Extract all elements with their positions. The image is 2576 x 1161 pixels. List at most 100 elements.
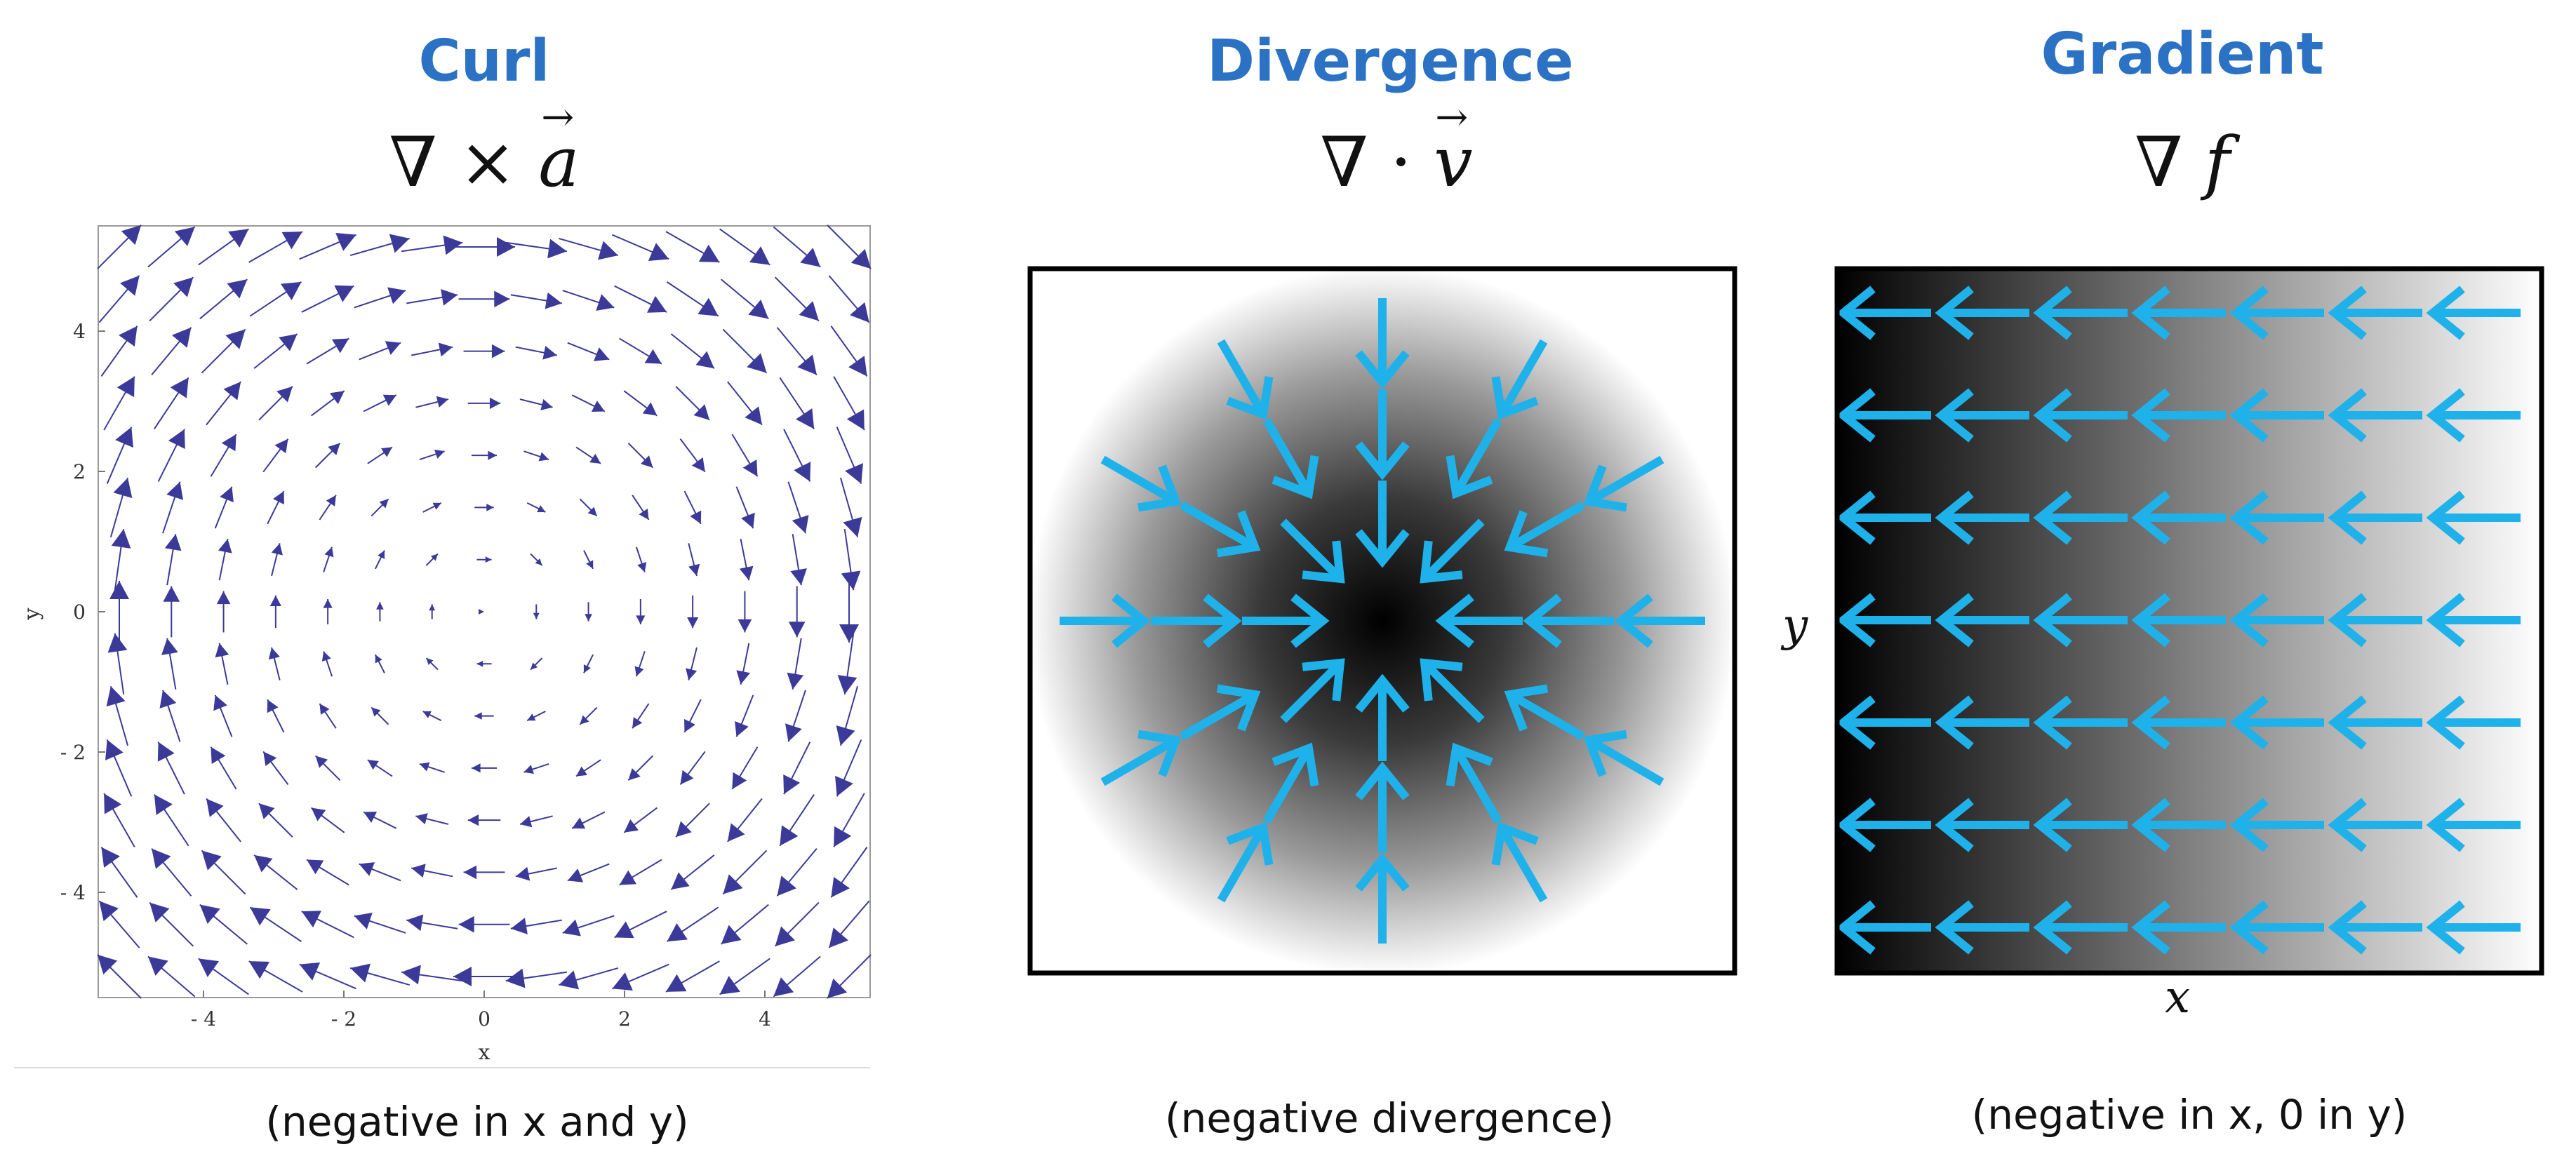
curl-arrow bbox=[419, 449, 445, 461]
divergence-arrow bbox=[1100, 730, 1182, 786]
divergence-frame bbox=[1027, 266, 1737, 976]
gradient-title: Gradient bbox=[2041, 21, 2324, 88]
curl-arrow bbox=[523, 450, 549, 462]
gradient-arrow bbox=[2328, 388, 2422, 443]
curl-arrow bbox=[731, 434, 759, 477]
gradient-arrow bbox=[1935, 798, 2029, 852]
curl-arrow bbox=[583, 550, 594, 570]
curl-arrow bbox=[722, 328, 768, 374]
curl-arrow bbox=[505, 239, 567, 259]
curl-arrow bbox=[321, 651, 333, 677]
curl-arrow bbox=[627, 755, 654, 781]
gradient-arrow bbox=[2131, 388, 2226, 443]
curl-arrow bbox=[371, 706, 389, 725]
curl-arrow bbox=[827, 954, 872, 999]
gradient-arrow bbox=[2328, 490, 2422, 545]
curl-arrow bbox=[619, 337, 662, 365]
curl-arrow bbox=[267, 699, 285, 733]
curl-arrow bbox=[419, 762, 445, 773]
curl-arrow bbox=[787, 638, 804, 690]
curl-arrow bbox=[262, 751, 289, 786]
curl-arrow bbox=[471, 450, 498, 460]
curl-arrow bbox=[579, 706, 598, 725]
curl-arrow bbox=[103, 793, 135, 847]
curl-arrow bbox=[632, 495, 650, 521]
curl-arrow bbox=[833, 793, 865, 847]
gradient-arrow bbox=[1935, 900, 2029, 955]
curl-arrow bbox=[828, 900, 870, 948]
curl-arrow bbox=[785, 690, 806, 742]
curl-arrow bbox=[839, 581, 859, 643]
curl-arrow bbox=[688, 543, 700, 577]
curl-arrow bbox=[627, 442, 654, 469]
curl-arrow bbox=[665, 960, 720, 993]
curl-arrow bbox=[575, 446, 601, 464]
divergence-arrow bbox=[1491, 821, 1548, 903]
curl-arrow bbox=[632, 703, 650, 729]
curl-arrow bbox=[571, 811, 606, 829]
divergence-arrow bbox=[1280, 518, 1345, 584]
curl-arrow bbox=[210, 434, 237, 477]
curl-arrow bbox=[253, 333, 298, 369]
curl-arrow bbox=[835, 739, 862, 797]
divergence-arrow bbox=[1280, 658, 1345, 723]
curl-arrow bbox=[453, 967, 515, 986]
divergence-arrow bbox=[1355, 761, 1410, 852]
curl-arrow bbox=[258, 803, 293, 838]
gradient-arrow bbox=[2033, 490, 2128, 545]
curl-arrow bbox=[727, 798, 763, 843]
divergence-caption: (negative divergence) bbox=[1165, 1094, 1614, 1142]
vector-arrow-accent: → bbox=[1435, 95, 1469, 140]
curl-arrow bbox=[558, 967, 619, 990]
curl-arrow bbox=[363, 394, 397, 412]
curl-arrow bbox=[773, 955, 821, 998]
gradient-arrow bbox=[2033, 695, 2128, 750]
curl-arrow bbox=[571, 394, 606, 412]
curl-arrow bbox=[109, 477, 133, 538]
curl-arrow bbox=[839, 477, 862, 538]
curl-arrow bbox=[474, 712, 494, 720]
curl-arrow bbox=[736, 643, 751, 685]
curl-arrow bbox=[213, 694, 233, 737]
gradient-arrow bbox=[1935, 593, 2029, 647]
curl-arrow bbox=[720, 904, 769, 945]
curl-arrow bbox=[406, 914, 458, 932]
curl-arrow bbox=[248, 960, 303, 993]
curl-arrow bbox=[363, 811, 397, 829]
curl-x-tick-label: - 4 bbox=[191, 1007, 216, 1031]
curl-arrow bbox=[612, 234, 669, 261]
curl-arrow bbox=[623, 390, 658, 417]
gradient-arrow bbox=[2131, 900, 2226, 955]
divergence-arrow bbox=[1420, 658, 1485, 723]
curl-arrow bbox=[623, 807, 658, 833]
curl-arrow bbox=[306, 859, 349, 886]
curl-arrow bbox=[562, 290, 615, 311]
gradient-arrow bbox=[2229, 286, 2324, 340]
curl-arrow bbox=[575, 759, 601, 777]
curl-arrow bbox=[401, 965, 463, 985]
divergence-arrow bbox=[1355, 298, 1410, 389]
curl-arrow bbox=[429, 604, 436, 619]
gradient-formula-operator: ∇ bbox=[2135, 123, 2183, 203]
curl-arrow bbox=[619, 859, 662, 886]
curl-arrow bbox=[267, 490, 285, 525]
curl-arrow bbox=[735, 486, 755, 529]
curl-arrow bbox=[510, 918, 562, 934]
divergence-arrow bbox=[1491, 339, 1548, 420]
curl-arrow bbox=[505, 968, 567, 988]
curl-arrow bbox=[614, 911, 667, 939]
curl-arrow bbox=[359, 862, 401, 882]
curl-arrow bbox=[830, 847, 868, 898]
curl-arrow bbox=[371, 498, 389, 517]
curl-arrow bbox=[319, 703, 337, 729]
gradient-arrow bbox=[2426, 286, 2521, 340]
curl-arrow bbox=[510, 292, 562, 309]
curl-arrow bbox=[463, 865, 505, 880]
curl-arrow bbox=[634, 651, 646, 677]
curl-formula-operator: ∇ × bbox=[389, 123, 517, 203]
gradient-arrow-field bbox=[1836, 286, 2521, 955]
curl-arrow bbox=[790, 534, 807, 586]
curl-arrow bbox=[149, 276, 194, 322]
gradient-frame bbox=[1834, 266, 2544, 976]
divergence-arrow bbox=[1523, 593, 1614, 648]
